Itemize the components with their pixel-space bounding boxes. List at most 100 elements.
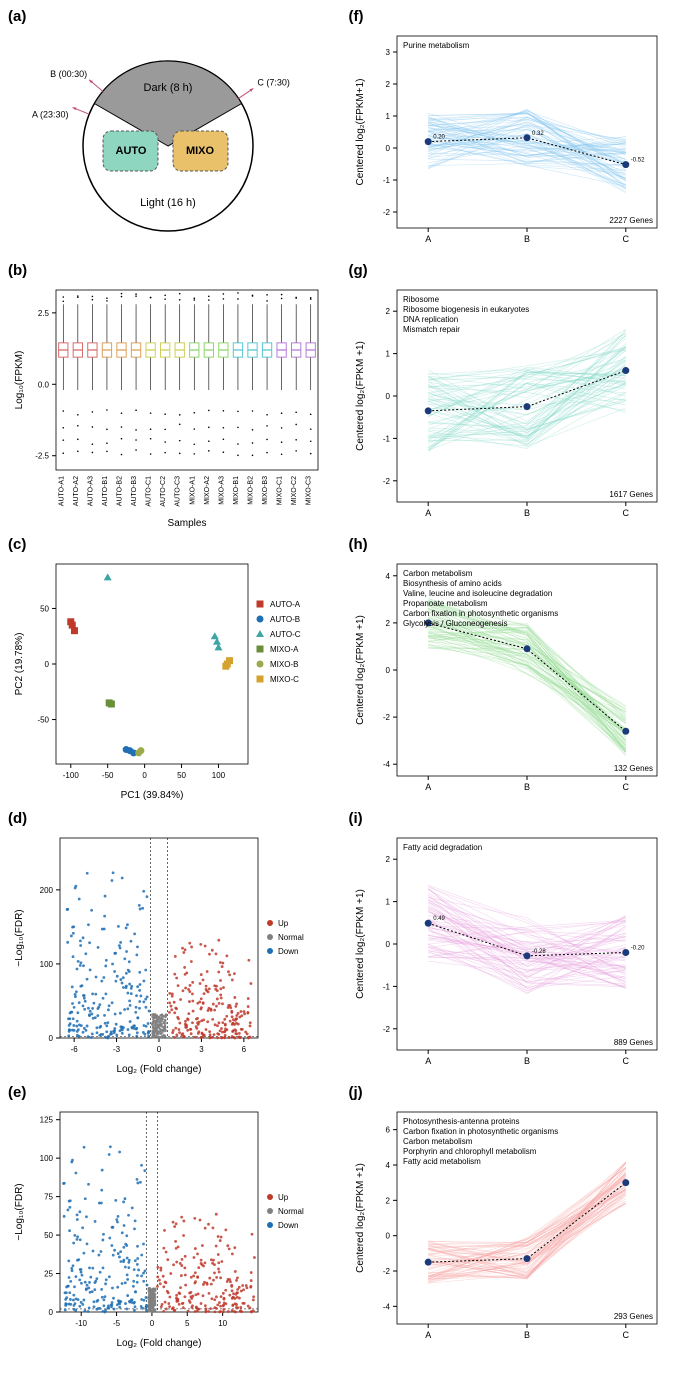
svg-text:-100: -100 [63,771,80,780]
svg-text:AUTO-C2: AUTO-C2 [160,476,167,507]
svg-text:0: 0 [49,1034,54,1043]
svg-text:B: B [523,1330,529,1340]
svg-text:DNA replication: DNA replication [403,315,458,324]
svg-text:0: 0 [385,1232,390,1241]
svg-text:MIXO-C2: MIXO-C2 [291,476,298,505]
panel-b-svg: -2.50.02.5Log₁₀(FPKM)SamplesAUTO-A1AUTO-… [8,280,328,530]
svg-text:Carbon fixation in photosynthe: Carbon fixation in photosynthetic organi… [403,609,558,618]
svg-text:Porphyrin and chlorophyll meta: Porphyrin and chlorophyll metabolism [403,1147,537,1156]
svg-text:Up: Up [278,919,289,928]
svg-text:75: 75 [44,1193,53,1202]
svg-text:889 Genes: 889 Genes [613,1038,652,1047]
svg-text:200: 200 [40,886,54,895]
svg-text:0: 0 [385,144,390,153]
svg-text:Propanoate metabolism: Propanoate metabolism [403,599,488,608]
svg-text:1617 Genes: 1617 Genes [609,490,653,499]
svg-text:B: B [523,1056,529,1066]
svg-text:Purine metabolism: Purine metabolism [403,41,470,50]
svg-text:293 Genes: 293 Genes [613,1312,652,1321]
svg-text:50: 50 [40,604,49,613]
svg-text:C: C [622,1056,629,1066]
svg-text:Centered log₂(FPKM +1): Centered log₂(FPKM +1) [355,615,366,725]
svg-text:A: A [425,508,431,518]
panel-g: (g) -2-1012ABCCentered log₂(FPKM +1)Ribo… [349,262,678,530]
svg-text:-4: -4 [382,1302,390,1311]
svg-text:Fatty acid degradation: Fatty acid degradation [403,843,482,852]
svg-text:MIXO-C: MIXO-C [270,675,299,684]
svg-text:Down: Down [278,1221,298,1230]
svg-text:MIXO-B3: MIXO-B3 [262,476,269,505]
svg-text:Down: Down [278,947,298,956]
panel-c-svg: -100-50050100-50050PC1 (39.84%)PC2 (19.7… [8,554,328,804]
svg-text:-0.20: -0.20 [630,945,644,951]
svg-text:Centered log₂(FPKM +1): Centered log₂(FPKM +1) [355,1163,366,1273]
svg-text:3: 3 [199,1045,204,1054]
svg-text:1: 1 [385,898,390,907]
svg-text:PC2 (19.78%): PC2 (19.78%) [14,633,25,696]
svg-text:0: 0 [385,666,390,675]
svg-text:AUTO-A3: AUTO-A3 [87,476,94,506]
panel-j-label: (j) [349,1084,363,1101]
panel-c-label: (c) [8,536,26,553]
svg-text:2227 Genes: 2227 Genes [609,216,653,225]
panel-d-svg: -6-30360100200Log₂ (Fold change)−Log₁₀(F… [8,828,328,1078]
panel-i: (i) -2-1012ABCCentered log₂(FPKM +1)0.49… [349,810,678,1078]
svg-text:Dark (8 h): Dark (8 h) [144,82,193,94]
svg-text:C: C [622,1330,629,1340]
svg-text:-50: -50 [37,716,49,725]
panel-a-svg: AUTOMIXODark (8 h)Light (16 h)A (23:30)B… [8,26,328,256]
svg-text:MIXO-B1: MIXO-B1 [233,476,240,505]
svg-text:-10: -10 [75,1319,87,1328]
svg-text:MIXO-A2: MIXO-A2 [204,476,211,505]
panel-f-svg: -2-10123ABCCentered log₂(FPKM+1)0.200.32… [349,26,669,256]
svg-text:0.32: 0.32 [532,131,544,137]
panel-e-svg: -10-505100255075100125Log₂ (Fold change)… [8,1102,328,1352]
svg-text:Mismatch repair: Mismatch repair [403,325,460,334]
panel-i-label: (i) [349,810,363,827]
svg-text:-2: -2 [382,713,390,722]
svg-text:AUTO-C: AUTO-C [270,630,301,639]
svg-text:−Log₁₀(FDR): −Log₁₀(FDR) [14,1183,25,1240]
svg-text:100: 100 [212,771,226,780]
svg-text:Ribosome: Ribosome [403,295,440,304]
svg-text:MIXO-B2: MIXO-B2 [248,476,255,505]
svg-text:−Log₁₀(FDR): −Log₁₀(FDR) [14,909,25,966]
svg-text:A: A [425,234,431,244]
svg-text:132 Genes: 132 Genes [613,764,652,773]
svg-text:-2: -2 [382,477,390,486]
svg-text:4: 4 [385,572,390,581]
panel-b-label: (b) [8,262,27,279]
panel-b: (b) -2.50.02.5Log₁₀(FPKM)SamplesAUTO-A1A… [8,262,337,530]
svg-text:-0.52: -0.52 [630,158,644,164]
svg-text:Carbon metabolism: Carbon metabolism [403,569,473,578]
svg-text:-5: -5 [113,1319,121,1328]
svg-text:A: A [425,782,431,792]
panel-h-label: (h) [349,536,368,553]
panel-d: (d) -6-30360100200Log₂ (Fold change)−Log… [8,810,337,1078]
svg-text:Valine, leucine and isoleucine: Valine, leucine and isoleucine degradati… [403,589,552,598]
svg-text:0.49: 0.49 [433,916,445,922]
svg-text:MIXO: MIXO [186,145,215,157]
svg-text:B: B [523,508,529,518]
svg-text:2: 2 [385,855,390,864]
svg-text:MIXO-C1: MIXO-C1 [277,476,284,505]
svg-text:1: 1 [385,350,390,359]
svg-text:2: 2 [385,1196,390,1205]
svg-text:AUTO-C1: AUTO-C1 [146,476,153,507]
svg-text:0: 0 [385,392,390,401]
panel-h-svg: -4-2024ABCCentered log₂(FPKM +1)Carbon m… [349,554,669,804]
panel-e: (e) -10-505100255075100125Log₂ (Fold cha… [8,1084,337,1352]
svg-text:0: 0 [49,1308,54,1317]
panel-e-label: (e) [8,1084,26,1101]
svg-text:AUTO-A2: AUTO-A2 [73,476,80,506]
svg-text:Normal: Normal [278,1207,304,1216]
svg-text:2: 2 [385,80,390,89]
svg-text:C: C [622,508,629,518]
svg-text:A (23:30): A (23:30) [32,109,69,119]
svg-text:Centered log₂(FPKM+1): Centered log₂(FPKM+1) [355,79,366,186]
svg-text:6: 6 [242,1045,247,1054]
svg-text:2.5: 2.5 [38,309,50,318]
svg-text:50: 50 [44,1231,53,1240]
svg-text:AUTO-C3: AUTO-C3 [175,476,182,507]
svg-text:-2: -2 [382,208,390,217]
